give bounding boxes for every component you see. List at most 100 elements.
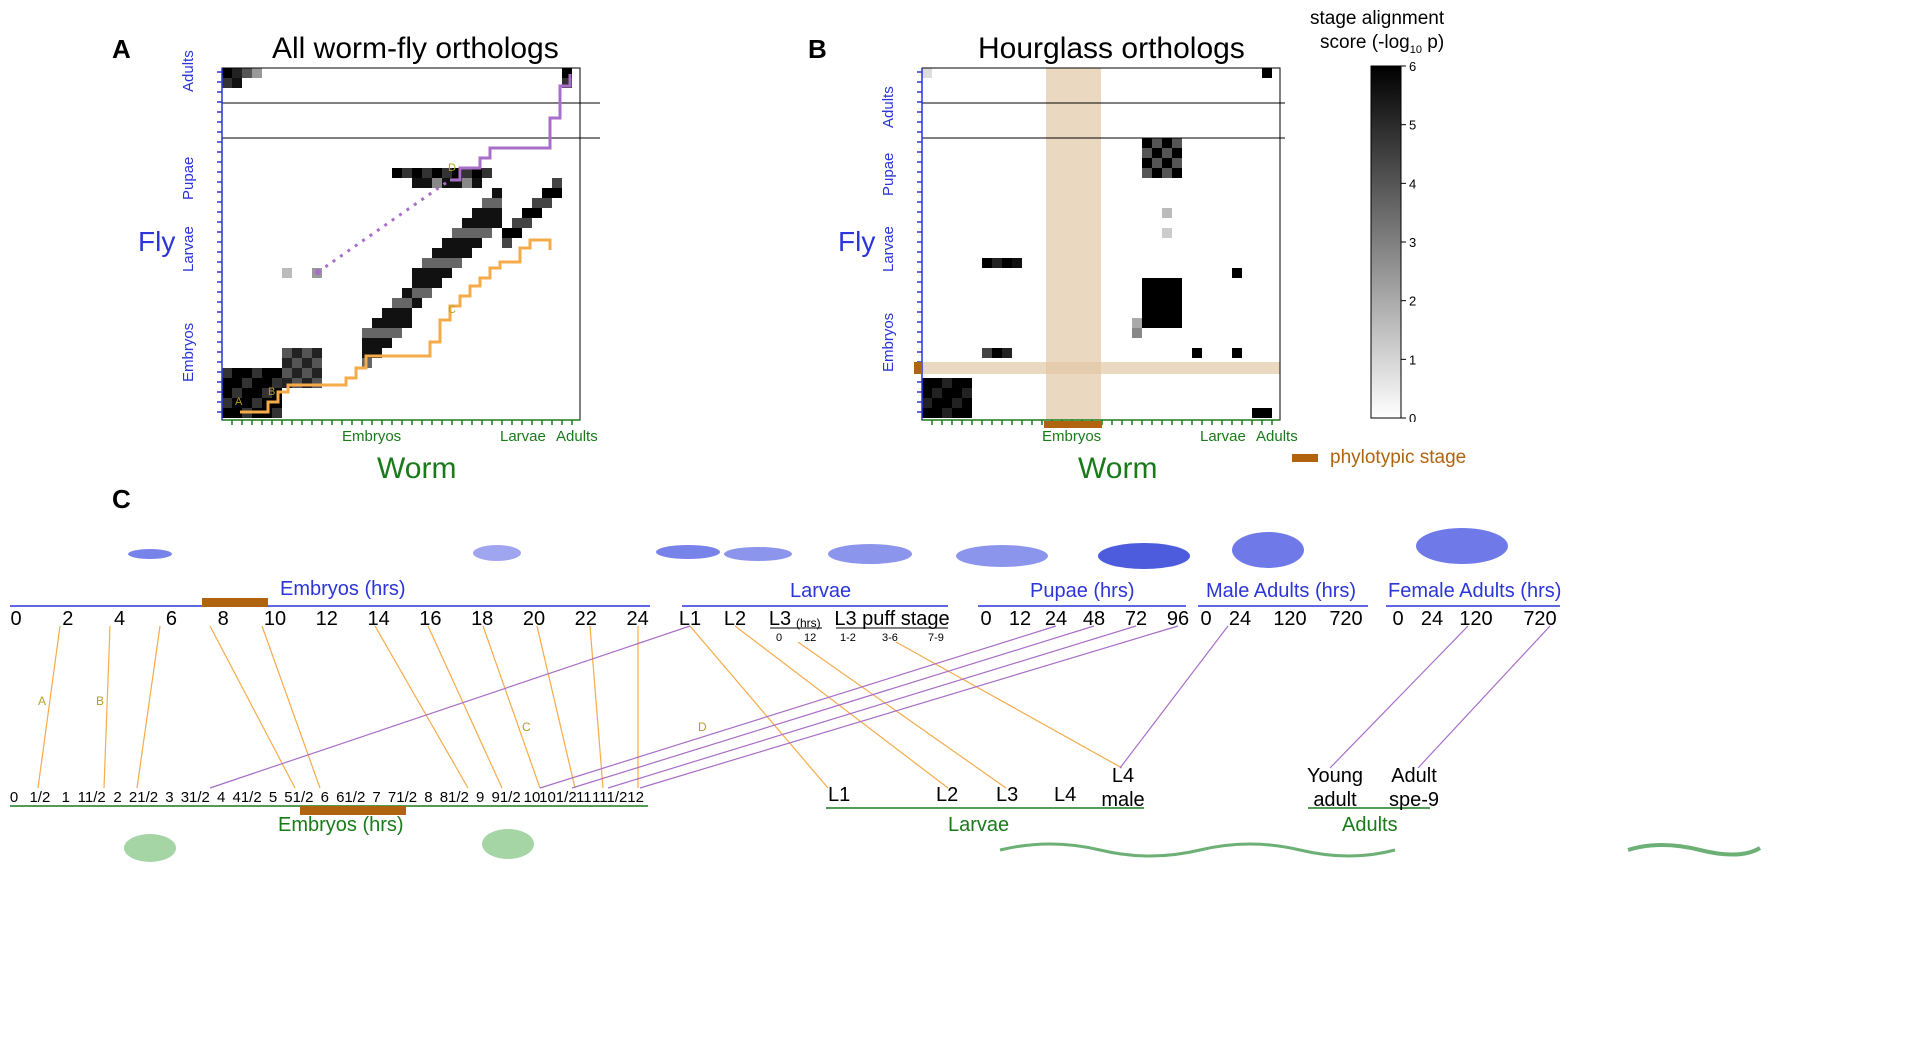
fly-female-tick-label: 0 [1392, 608, 1403, 630]
heatmap-cell [432, 178, 442, 188]
heatmap-cell [262, 378, 272, 388]
worm-embryo-tick-label: 5 [269, 789, 277, 806]
heatmap-cell [252, 368, 262, 378]
heatmap-cell [482, 208, 492, 218]
heatmap-cell [1162, 158, 1172, 168]
fly-embryos-label: Embryos (hrs) [280, 578, 406, 600]
heatmap-cell [452, 168, 462, 178]
heatmap-cell [442, 168, 452, 178]
fly-female-tick-label: 24 [1421, 608, 1443, 630]
panel-b-title: Hourglass orthologs [978, 32, 1245, 65]
heatmap-cell [312, 348, 322, 358]
heatmap-cell [392, 168, 402, 178]
heatmap-cell [482, 168, 492, 178]
heatmap-cell [1162, 138, 1172, 148]
fly-pupae-tick-label: 12 [1009, 608, 1031, 630]
heatmap-cell [292, 358, 302, 368]
heatmap-cell [992, 258, 1002, 268]
heatmap-cell [942, 388, 952, 398]
heatmap-cell [442, 178, 452, 188]
heatmap-cell [452, 238, 462, 248]
marker-a: A [235, 396, 243, 408]
heatmap-cell [292, 368, 302, 378]
worm-embryo-tick-label: 41/2 [232, 789, 261, 806]
heatmap-cell [922, 398, 932, 408]
heatmap-cell [1142, 278, 1152, 288]
heatmap-cell [412, 168, 422, 178]
colorbar-tick-label: 1 [1409, 352, 1416, 367]
heatmap-cell [1152, 298, 1162, 308]
heatmap-cell [932, 408, 942, 418]
heatmap-cell [442, 238, 452, 248]
worm-l4: L4 [1054, 784, 1077, 806]
heatmap-cell [362, 348, 372, 358]
heatmap-cell [1002, 258, 1012, 268]
fly-male-label: Male Adults (hrs) [1206, 580, 1357, 602]
marker-c: C [448, 304, 456, 316]
fly-embryo-tick-label: 14 [367, 608, 389, 630]
heatmap-cell [1162, 148, 1172, 158]
heatmap-cell [542, 198, 552, 208]
heatmap-cell [232, 68, 242, 78]
fly-larvae-label: Larvae [790, 580, 852, 602]
heatmap-cell [302, 348, 312, 358]
heatmap-cell [922, 408, 932, 418]
heatmap-cell [552, 188, 562, 198]
heatmap-cell [492, 218, 502, 228]
heatmap-cell [512, 218, 522, 228]
heatmap-cell [422, 278, 432, 288]
heatmap-cell [1162, 288, 1172, 298]
heatmap-cell [432, 248, 442, 258]
heatmap-cell [492, 188, 502, 198]
heatmap-cell [232, 378, 242, 388]
worm-embryo-tick-label: 9 [476, 789, 484, 806]
heatmap-cell [1142, 288, 1152, 298]
fly-embryo-tick-label: 16 [419, 608, 441, 630]
heatmap-cell [462, 168, 472, 178]
fly-pupae-tick-label: 24 [1045, 608, 1067, 630]
heatmap-cell [1252, 408, 1262, 418]
heatmap-cell [522, 218, 532, 228]
fly-female-tick-label: 120 [1459, 608, 1492, 630]
fly-l3-sub-12: 12 [804, 632, 817, 644]
heatmap-cell [1152, 168, 1162, 178]
colorbar: 6 5 4 3 2 1 0 [1370, 62, 1416, 422]
heatmap-cell [422, 268, 432, 278]
panel-a-letter: A [112, 34, 131, 64]
heatmap-cell [382, 308, 392, 318]
heatmap-cell [1162, 278, 1172, 288]
heatmap-cell [472, 208, 482, 218]
heatmap-cell [432, 258, 442, 268]
heatmap-cell [942, 408, 952, 418]
heatmap-cell [962, 378, 972, 388]
heatmap-cell [432, 268, 442, 278]
colorbar-tick-label: 0 [1409, 411, 1416, 422]
fly-embryo-tick-label: 8 [218, 608, 229, 630]
heatmap-cell [402, 168, 412, 178]
worm-embryo-tick-label: 101/2 [539, 789, 577, 806]
heatmap-cell [522, 208, 532, 218]
fly-embryo-tick-label: 4 [114, 608, 125, 630]
heatmap-cell [1262, 408, 1272, 418]
mapping-label-c: C [522, 720, 531, 734]
worm-embryo-tick-label: 71/2 [388, 789, 417, 806]
worm-adult-spe9: Adult spe-9 [1388, 765, 1440, 811]
colorbar-tick-label: 3 [1409, 235, 1416, 250]
heatmap-cell [482, 228, 492, 238]
heatmap-cell [442, 258, 452, 268]
heatmap-cell [1152, 278, 1162, 288]
heatmap-cell [412, 178, 422, 188]
fly-male-tick-label: 120 [1273, 608, 1306, 630]
heatmap-cell [1172, 298, 1182, 308]
worm-embryo-tick-label: 51/2 [284, 789, 313, 806]
worm-embryo-tick-label: 0 [10, 789, 18, 806]
colorbar-label-text: score (-log [1320, 32, 1410, 53]
panel-b-worm-adults: Adults [1256, 428, 1298, 445]
heatmap-cell [462, 218, 472, 228]
heatmap-cell [282, 268, 292, 278]
heatmap-cell [1162, 318, 1172, 328]
heatmap-cell [472, 228, 482, 238]
heatmap-cell [1172, 318, 1182, 328]
heatmap-cell [492, 208, 502, 218]
